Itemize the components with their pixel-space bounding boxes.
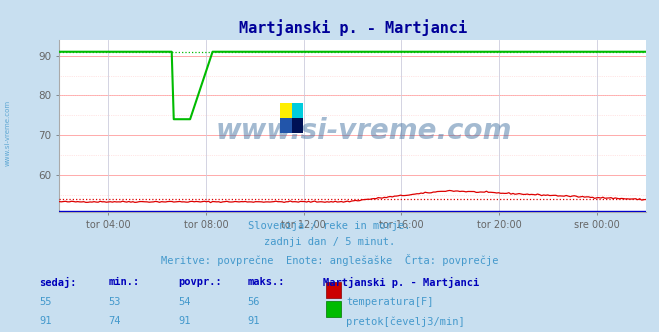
Text: 53: 53 [109, 297, 121, 307]
Text: 55: 55 [40, 297, 52, 307]
Text: 56: 56 [247, 297, 260, 307]
Bar [280, 103, 291, 118]
Text: temperatura[F]: temperatura[F] [346, 297, 434, 307]
Text: www.si-vreme.com: www.si-vreme.com [5, 100, 11, 166]
Text: Slovenija / reke in morje.: Slovenija / reke in morje. [248, 221, 411, 231]
Bar [280, 118, 291, 133]
Text: 91: 91 [247, 316, 260, 326]
Text: 74: 74 [109, 316, 121, 326]
Bar [291, 103, 303, 118]
Text: 91: 91 [178, 316, 190, 326]
Text: sedaj:: sedaj: [40, 277, 77, 288]
Text: zadnji dan / 5 minut.: zadnji dan / 5 minut. [264, 237, 395, 247]
Text: pretok[čevelj3/min]: pretok[čevelj3/min] [346, 316, 465, 327]
Text: Meritve: povprečne  Enote: anglešaške  Črta: povprečje: Meritve: povprečne Enote: anglešaške Črt… [161, 254, 498, 266]
Text: maks.:: maks.: [247, 277, 285, 287]
Title: Martjanski p. - Martjanci: Martjanski p. - Martjanci [239, 19, 467, 36]
Text: min.:: min.: [109, 277, 140, 287]
Text: Martjanski p. - Martjanci: Martjanski p. - Martjanci [323, 277, 479, 288]
Text: www.si-vreme.com: www.si-vreme.com [216, 117, 513, 145]
Text: povpr.:: povpr.: [178, 277, 221, 287]
Bar [291, 118, 303, 133]
Text: 54: 54 [178, 297, 190, 307]
Text: 91: 91 [40, 316, 52, 326]
